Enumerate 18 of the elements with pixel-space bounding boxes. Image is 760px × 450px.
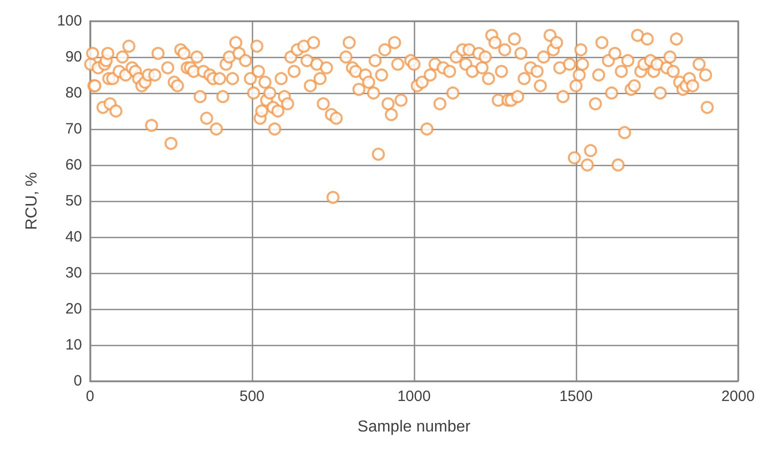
y-tick-label: 30 [65,264,82,282]
x-tick-label: 2000 [721,388,755,405]
y-tick-label: 90 [65,48,82,66]
y-tick-label: 10 [65,336,82,354]
y-tick-label: 70 [65,120,82,138]
y-tick-label: 40 [65,228,82,246]
y-tick-label: 0 [74,372,82,390]
y-tick-label: 60 [65,156,82,174]
x-tick-label: 1500 [559,388,593,405]
x-tick-label: 1000 [397,388,431,405]
x-axis-title: Sample number [358,418,472,436]
y-tick-label: 20 [65,300,82,318]
y-tick-label: 100 [56,12,82,30]
x-tick-label: 500 [239,388,265,405]
y-axis-title: RCU, % [24,172,40,230]
y-tick-label: 80 [65,84,82,102]
x-tick-label: 0 [86,388,94,405]
y-tick-label: 50 [65,192,82,210]
